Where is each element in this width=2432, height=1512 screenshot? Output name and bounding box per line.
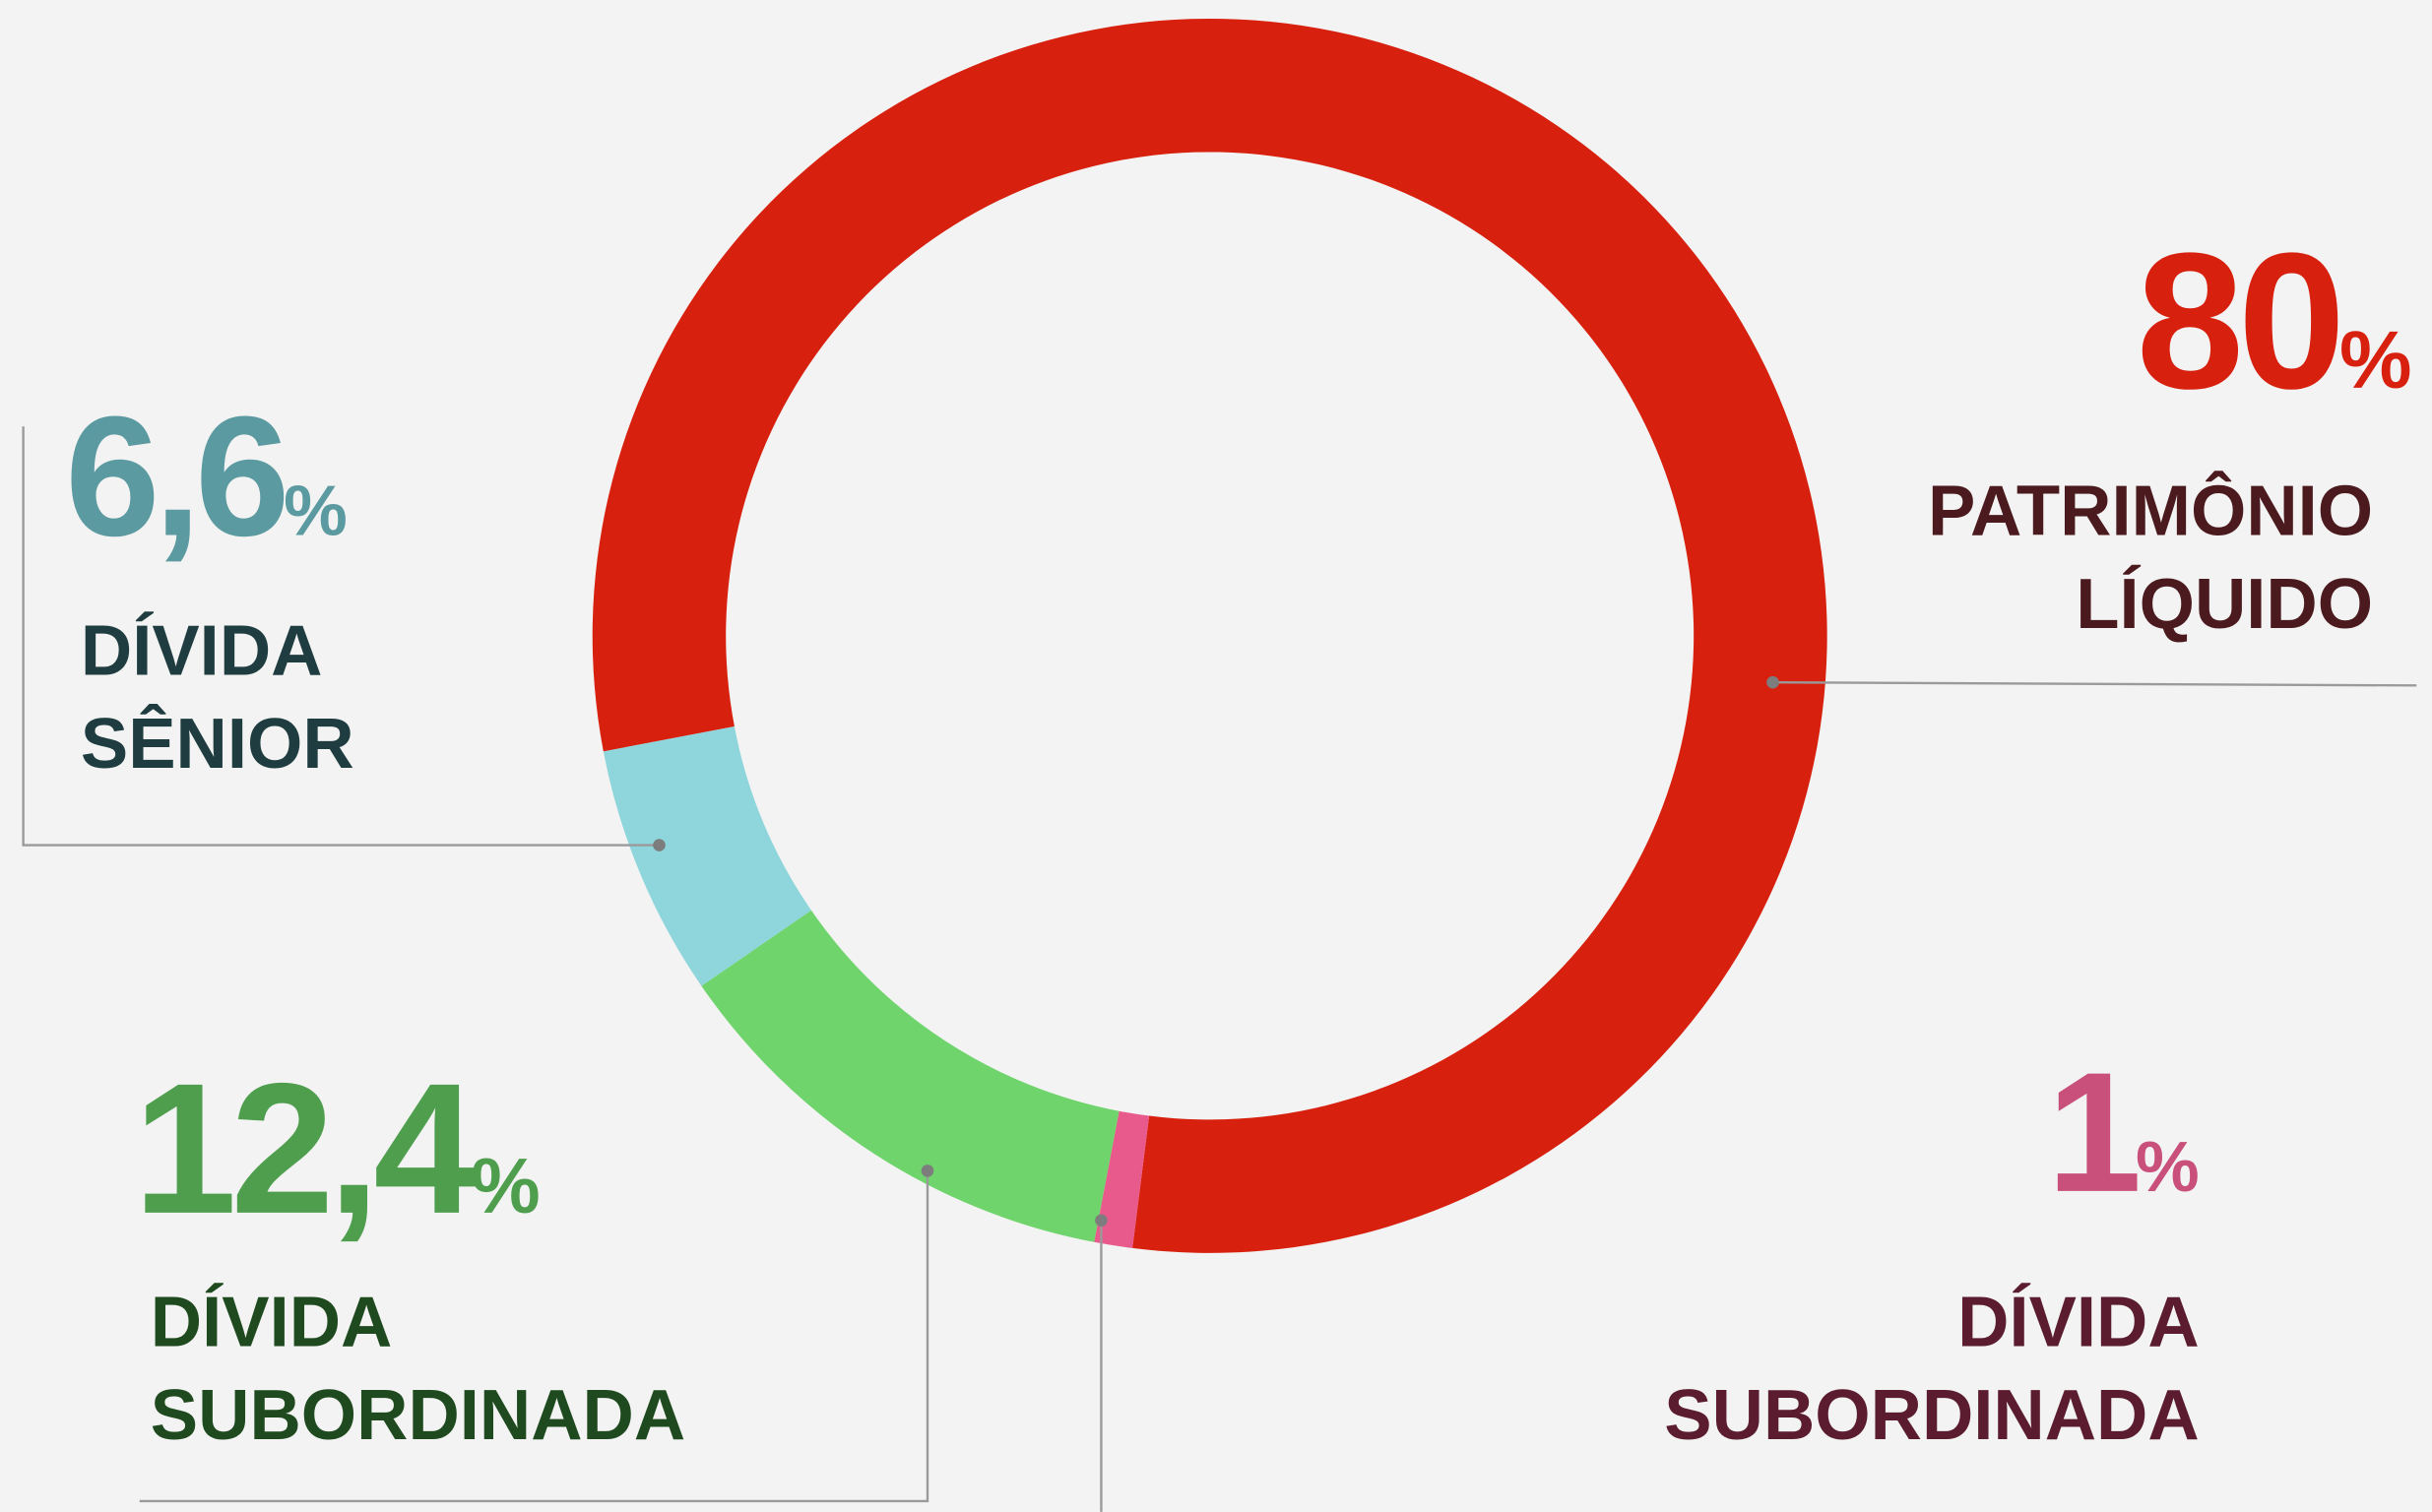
donut-segment (1094, 1110, 1150, 1248)
leader-dot (1095, 1214, 1108, 1228)
series-name: DÍVIDA SUBORDINADA (151, 1282, 685, 1455)
value-label: 12,4% (133, 1045, 540, 1253)
leader-dot (921, 1165, 934, 1177)
donut-segment (603, 726, 811, 986)
series-name: PATRIMÔNIO LÍQUIDO (1928, 472, 2373, 645)
series-name-line: DÍVIDA (151, 1282, 393, 1361)
series-name-line: SÊNIOR (81, 704, 354, 784)
value-label: 6,6% (65, 381, 348, 572)
series-name-line: DÍVIDA (81, 610, 323, 690)
leader-line (22, 426, 660, 847)
value-number: 80 (2137, 213, 2339, 429)
value-unit: % (2339, 314, 2412, 406)
value-label: 80% (2137, 213, 2412, 429)
series-name-line: SUBORDINADA (151, 1375, 685, 1455)
donut-segment (701, 910, 1120, 1242)
value-unit: % (471, 1142, 541, 1229)
series-name: DÍVIDA SÊNIOR (81, 610, 354, 784)
leader-line (139, 1170, 929, 1503)
series-name-line: SUBORDINADA (1664, 1375, 2199, 1455)
leader-dot (1766, 675, 1779, 689)
leader-line (1772, 680, 2417, 687)
series-name-line: DÍVIDA (1957, 1282, 2200, 1361)
leader-dot (653, 839, 666, 851)
value-unit: % (284, 472, 348, 551)
value-label: 1% (2047, 1037, 2200, 1228)
value-number: 12,4 (133, 1045, 477, 1253)
series-name-line: LÍQUIDO (2076, 564, 2373, 644)
value-number: 6,6 (65, 381, 285, 572)
value-unit: % (2136, 1127, 2200, 1207)
series-name-line: PATRIMÔNIO (1928, 472, 2373, 551)
series-name: DÍVIDA SUBORDINADA (1664, 1282, 2199, 1455)
value-number: 1 (2047, 1037, 2138, 1228)
